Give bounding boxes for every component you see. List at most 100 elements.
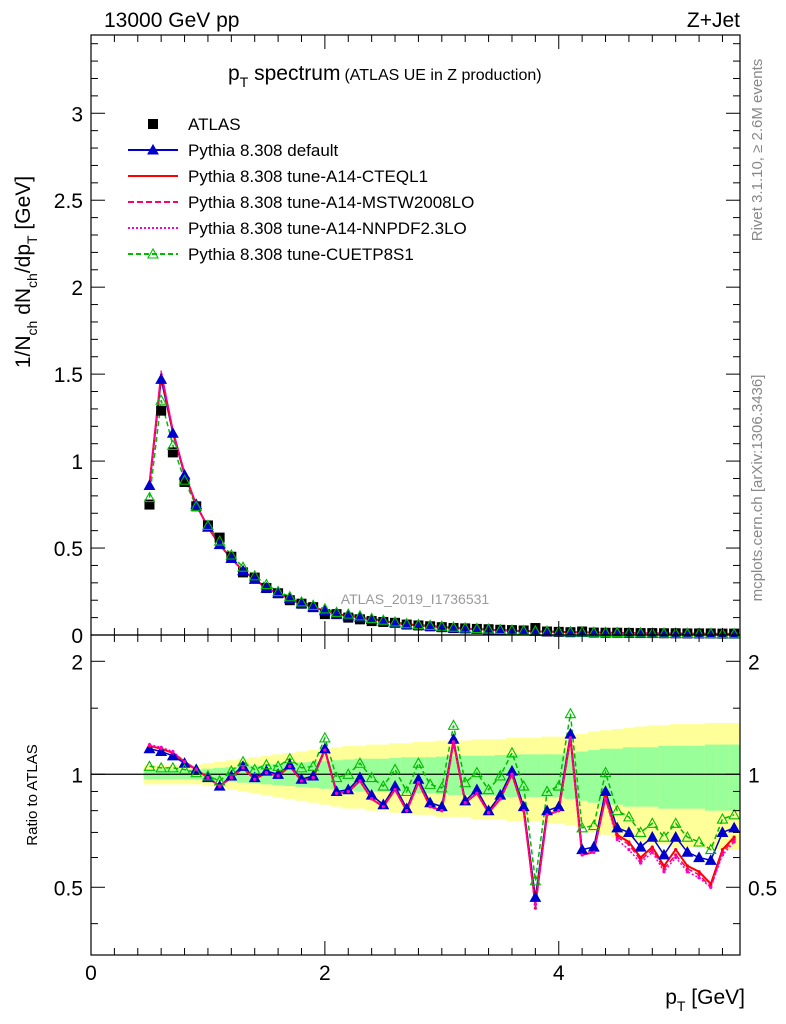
ylabel-part-d: [GeV]	[12, 176, 35, 236]
ratio-dot-3	[545, 813, 549, 817]
ratio-dot-3	[358, 779, 362, 783]
ratio-point-4	[459, 776, 472, 788]
plot-title-rest: spectrum	[248, 62, 340, 85]
ratio-point-4	[599, 766, 612, 778]
ylabel-part-b: dN	[12, 288, 35, 321]
legend-item: Pythia 8.308 tune-CUETP8S1	[128, 245, 414, 264]
ratio-point-0	[587, 840, 600, 852]
atlas-point	[214, 532, 225, 543]
xlabel-part-a: p	[665, 986, 677, 1009]
ratio-dot-3	[276, 774, 280, 778]
ylabel-part-c: /dp	[12, 244, 35, 273]
ratio-point-4	[225, 764, 238, 776]
legend-label: Pythia 8.308 tune-A14-NNPDF2.3LO	[188, 219, 467, 238]
x-tick-label: 0	[85, 962, 97, 985]
band-inner	[623, 747, 636, 807]
mc-point-5	[377, 614, 390, 625]
ratio-point-4	[669, 817, 682, 828]
ratio-point-0	[342, 783, 355, 795]
band-inner	[681, 745, 694, 809]
main-y-tick-label: 1	[71, 451, 83, 474]
legend-marker	[147, 143, 159, 155]
ratio-point-0	[272, 768, 285, 779]
ratio-point-0	[611, 821, 624, 833]
ratio-dot-2	[627, 842, 631, 847]
band-inner	[471, 755, 484, 796]
ratio-point-0	[155, 745, 168, 757]
legend-item: Pythia 8.308 tune-A14-NNPDF2.3LO	[128, 219, 467, 238]
ylabel-part-a: 1/N	[12, 335, 35, 368]
ratio-point-4	[470, 766, 483, 778]
legend-label: ATLAS	[188, 115, 241, 134]
atlas-point	[144, 499, 155, 510]
ratio-dot-3	[299, 779, 304, 783]
band-inner	[447, 755, 460, 796]
atlas-point	[167, 447, 178, 458]
band-inner	[377, 758, 390, 792]
band-inner	[728, 744, 741, 811]
band-inner	[611, 748, 624, 805]
ratio-y-tick-label-right: 1	[748, 764, 760, 787]
ratio-point-4	[283, 752, 296, 764]
mc-point-5	[564, 625, 577, 637]
ratio-point-0	[693, 851, 706, 863]
ratio-point-4	[354, 757, 366, 768]
ratio-point-4	[435, 781, 448, 793]
ratio-point-4	[693, 835, 706, 847]
mc-point-5	[272, 585, 285, 597]
ratio-point-4	[541, 785, 553, 797]
ratio-dot-3	[171, 749, 175, 754]
main-y-tick-label: 1.5	[54, 364, 83, 387]
ratio-series-markers	[143, 707, 741, 910]
mc-point-5	[248, 569, 261, 581]
ratio-dot-1	[685, 864, 689, 868]
ratio-point-4	[248, 763, 261, 775]
ratio-y-axis-label: Ratio to ATLAS	[24, 744, 41, 845]
atlas-point	[179, 476, 190, 487]
ratio-point-4	[494, 769, 507, 781]
ratio-dot-3	[568, 736, 573, 740]
ratio-point-4	[318, 731, 331, 743]
ratio-y-tick-label-right: 0.5	[748, 877, 777, 900]
x-tick-label: 2	[319, 962, 331, 985]
main-series-markers	[143, 373, 741, 639]
ratio-point-4	[576, 821, 589, 833]
ratio-point-0	[658, 848, 670, 860]
x-tick-label: 4	[553, 962, 565, 985]
ratio-dot-3	[674, 855, 678, 860]
ratio-point-0	[307, 769, 320, 781]
mc-point-5	[155, 394, 168, 405]
ratio-point-4	[564, 707, 577, 719]
ratio-dot-3	[182, 760, 187, 764]
ratio-dot-3	[381, 805, 385, 809]
ratio-point-0	[143, 742, 156, 754]
mc-point-5	[318, 602, 331, 614]
ratio-dot-3	[463, 801, 467, 805]
ratio-point-0	[728, 821, 741, 833]
mc-point-5	[166, 439, 179, 450]
mc-point-1	[213, 538, 226, 550]
ratio-dot-3	[311, 775, 315, 780]
ratio-dot-3	[393, 788, 397, 792]
band-inner	[634, 747, 647, 807]
ratio-dot-3	[218, 784, 222, 788]
ratio-dot-3	[253, 777, 257, 781]
xlabel-part-a-sub: T	[677, 998, 686, 1014]
band-inner	[693, 745, 706, 809]
ratio-dot-3	[159, 745, 163, 749]
mc-point-5	[400, 617, 413, 629]
ratio-point-4	[506, 746, 518, 758]
ratio-point-0	[260, 764, 273, 776]
ratio-line-3	[149, 737, 735, 905]
ratio-dot-3	[486, 811, 491, 815]
mc-point-5	[494, 623, 507, 635]
ratio-point-0	[716, 826, 729, 837]
mc-point-5	[307, 599, 320, 610]
ratio-dot-3	[697, 876, 701, 880]
ratio-dot-2	[674, 853, 678, 857]
mc-point-5	[354, 609, 366, 621]
ratio-dot-3	[498, 797, 502, 801]
ratio-dot-3	[405, 809, 409, 813]
mc-point-5	[424, 619, 437, 630]
